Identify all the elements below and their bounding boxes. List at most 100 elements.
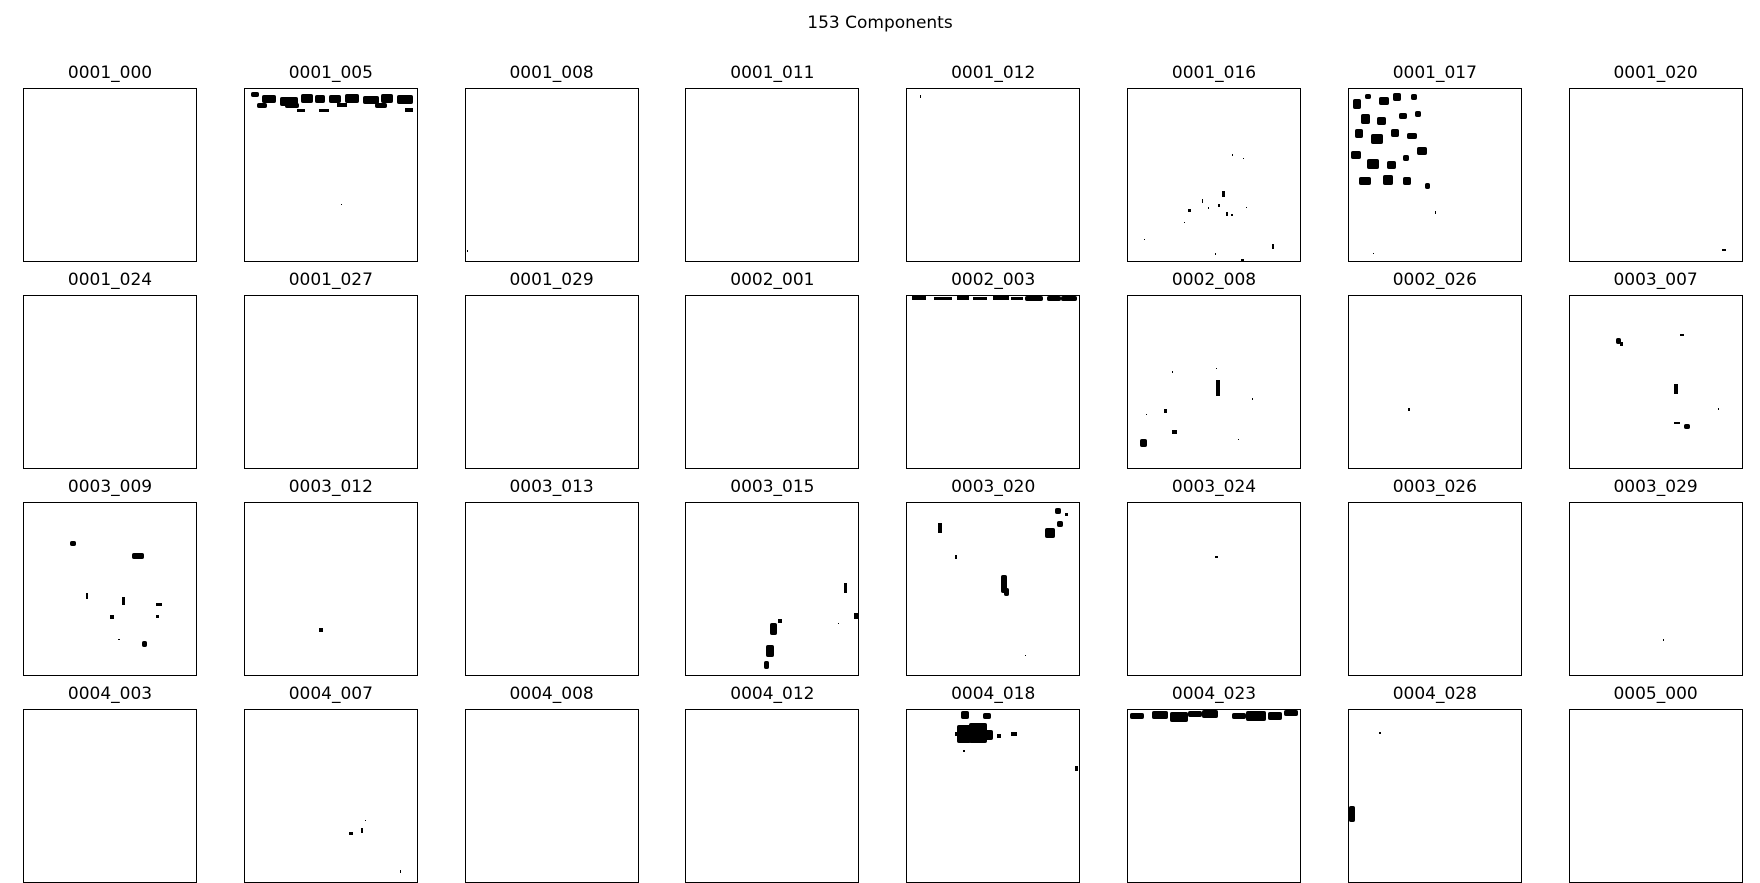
panel-label: 0003_013	[509, 477, 594, 497]
component-mask	[23, 88, 197, 262]
component-blob	[1216, 368, 1217, 369]
component-blob	[764, 661, 770, 669]
component-blob	[1130, 713, 1144, 719]
panel-label: 0001_011	[730, 63, 815, 83]
component-mask	[464, 709, 639, 883]
component-blob	[1382, 175, 1393, 185]
component-blob	[1232, 154, 1233, 156]
component-mask	[1568, 709, 1743, 883]
component-mask	[1347, 88, 1522, 262]
component-blob	[955, 732, 962, 736]
component-blob	[1025, 296, 1044, 301]
mask-image	[245, 296, 417, 468]
component-blob	[1378, 97, 1389, 105]
component-blob	[1172, 371, 1173, 373]
panel-label: 0003_026	[1392, 477, 1477, 497]
component-mask	[685, 88, 860, 262]
mask-image	[24, 89, 196, 261]
component-blob	[1679, 334, 1684, 336]
component-blob	[314, 95, 325, 103]
component-blob	[1410, 94, 1417, 100]
component-blob	[1188, 209, 1191, 212]
component-panel: 0003_009	[23, 477, 197, 676]
panel-label: 0003_009	[67, 477, 153, 497]
component-panel: 0001_016	[1127, 63, 1301, 262]
component-blob	[983, 730, 994, 740]
component-blob	[156, 603, 162, 606]
mask-image	[955, 711, 1079, 771]
mask-image	[1144, 154, 1274, 261]
panel-label: 0002_008	[1171, 270, 1257, 290]
component-blob	[993, 296, 1010, 300]
component-panel: 0003_026	[1347, 477, 1522, 676]
component-blob	[957, 296, 970, 300]
panel-label: 0003_029	[1613, 477, 1698, 497]
component-mask	[23, 709, 197, 883]
component-blob	[1402, 177, 1411, 185]
component-blob	[284, 103, 299, 108]
component-blob	[1350, 151, 1361, 159]
component-blob	[250, 92, 259, 97]
component-panel: 0001_017	[1347, 63, 1522, 262]
component-blob	[997, 734, 1002, 738]
component-mask	[464, 88, 639, 262]
component-blob	[844, 583, 848, 593]
component-blob	[1348, 806, 1355, 822]
panel-label: 0002_026	[1392, 270, 1477, 290]
component-blob	[404, 108, 413, 112]
panel-label: 0003_015	[730, 477, 815, 497]
component-mask	[1347, 295, 1522, 469]
component-blob	[1246, 207, 1247, 208]
panel-label: 0003_024	[1171, 477, 1257, 497]
component-blob	[838, 623, 840, 624]
component-blob	[1065, 513, 1069, 516]
component-mask	[243, 709, 418, 883]
component-blob	[1055, 508, 1062, 514]
component-blob	[300, 94, 313, 103]
panel-label: 0003_007	[1613, 270, 1698, 290]
component-blob	[969, 723, 988, 743]
component-blob	[1424, 183, 1430, 189]
component-panel: 0003_029	[1568, 477, 1743, 676]
mask-image	[466, 296, 638, 468]
component-panel: 0004_008	[464, 684, 639, 883]
component-blob	[466, 250, 468, 252]
component-blob	[1188, 711, 1202, 717]
component-panel: 0004_003	[23, 684, 197, 883]
component-blob	[142, 641, 147, 647]
component-blob	[1216, 380, 1220, 396]
component-panel: 0003_012	[243, 477, 418, 676]
component-blob	[1406, 133, 1417, 139]
component-blob	[957, 725, 972, 743]
component-blob	[328, 95, 341, 103]
component-blob	[1370, 134, 1383, 144]
component-mask	[906, 709, 1081, 883]
component-blob	[340, 204, 342, 205]
mask-image	[1615, 334, 1719, 429]
component-blob	[318, 628, 323, 632]
component-blob	[1215, 253, 1216, 255]
panel-label: 0004_028	[1392, 684, 1477, 704]
component-mask	[23, 502, 197, 676]
component-mask	[243, 502, 418, 676]
component-blob	[1272, 244, 1274, 249]
panel-label: 0004_012	[730, 684, 815, 704]
component-panel: 0004_018	[906, 684, 1081, 883]
component-blob	[296, 109, 305, 112]
panel-label: 0001_005	[288, 63, 373, 83]
panel-label: 0004_007	[288, 684, 373, 704]
component-blob	[1011, 732, 1018, 736]
component-blob	[1202, 199, 1203, 203]
mask-image	[1349, 503, 1521, 675]
panel-label: 0005_000	[1613, 684, 1698, 704]
panel-label: 0003_020	[951, 477, 1036, 497]
component-blob	[336, 103, 347, 107]
component-mask	[685, 295, 860, 469]
component-blob	[1392, 93, 1401, 101]
panel-label: 0001_008	[509, 63, 594, 83]
component-blob	[1683, 424, 1690, 429]
component-blob	[1662, 639, 1664, 641]
mask-image	[686, 89, 858, 261]
component-panel: 0004_028	[1347, 684, 1522, 883]
component-blob	[938, 523, 943, 533]
